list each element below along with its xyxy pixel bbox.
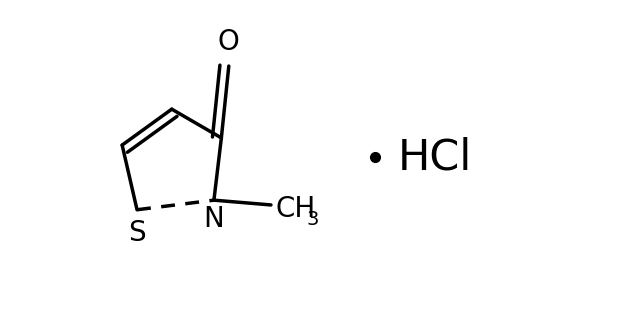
Text: CH: CH bbox=[276, 195, 316, 223]
Text: HCl: HCl bbox=[397, 136, 472, 178]
Text: N: N bbox=[204, 205, 224, 233]
Text: S: S bbox=[128, 219, 146, 247]
Text: 3: 3 bbox=[307, 210, 319, 229]
Text: O: O bbox=[218, 29, 239, 57]
